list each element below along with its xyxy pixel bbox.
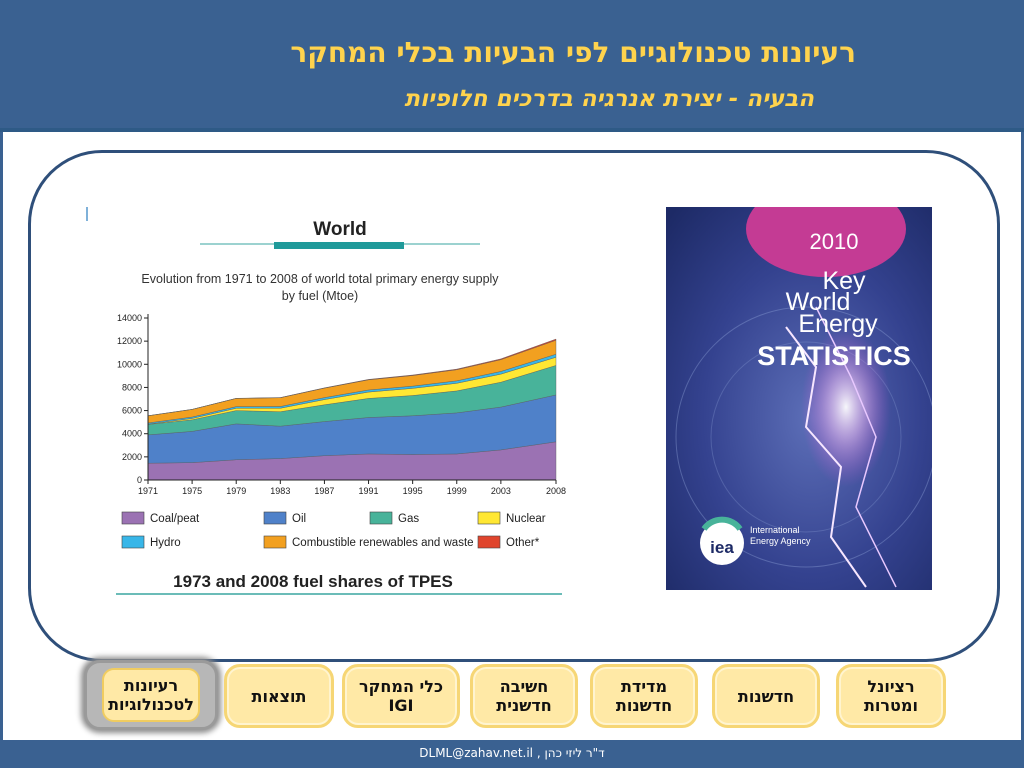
iea-logo: iea — [710, 538, 734, 557]
page-subtitle: הבעיה - יצירת אנרגיה בדרכים חלופיות — [404, 86, 814, 112]
energy-chart: World Evolution from 1971 to 2008 of wor… — [100, 206, 580, 606]
y-tick-label: 12000 — [117, 336, 142, 346]
footer-bar — [0, 740, 1024, 768]
legend-label: Hydro — [150, 537, 181, 549]
header-bar — [0, 0, 1024, 128]
nav-button-innovative-thinking[interactable]: חשיבה חדשנית — [470, 664, 578, 728]
legend-swatch — [121, 511, 145, 525]
light-streak-2 — [815, 306, 897, 588]
chart-footer-caption: 1973 and 2008 fuel shares of TPES — [173, 572, 453, 591]
nav-label-line1: רעיונות — [123, 676, 179, 695]
nav-button-innovation[interactable]: חדשנות — [712, 664, 820, 728]
globe-outline — [675, 306, 932, 568]
legend-label: Oil — [292, 513, 306, 525]
y-tick-label: 6000 — [122, 406, 142, 416]
nav-label-line1: חדשנות — [737, 686, 795, 706]
chart-title: Evolution from 1971 to 2008 of world tot… — [141, 272, 499, 286]
heading-accent-bar — [274, 242, 404, 249]
legend-label: Gas — [398, 513, 419, 525]
nav-label-line2: ומטרות — [864, 696, 918, 715]
x-tick-label: 1991 — [359, 486, 379, 496]
right-border — [1021, 132, 1024, 744]
legend-swatch — [263, 511, 287, 525]
nav-label-line2: IGI — [388, 696, 414, 715]
y-tick-label: 2000 — [122, 452, 142, 462]
footer-credit: ד"ר ליזי כהן , DLML@zahav.net.il — [419, 746, 605, 760]
book-title-line4: STATISTICS — [757, 341, 911, 371]
nav-button-results[interactable]: תוצאות — [224, 664, 334, 728]
nav-label-line1: חשיבה — [499, 677, 549, 696]
x-tick-label: 1983 — [270, 486, 290, 496]
left-border — [0, 132, 3, 744]
x-tick-label: 1995 — [403, 486, 423, 496]
x-tick-label: 2003 — [491, 486, 511, 496]
area-series-6 — [147, 338, 557, 417]
book-year: 2010 — [810, 229, 859, 254]
nav-label-line1: רציונל — [867, 677, 915, 696]
nav-label-line2: לטכנולוגיות — [108, 695, 194, 714]
y-tick-label: 4000 — [122, 429, 142, 439]
chart-svg: World Evolution from 1971 to 2008 of wor… — [116, 219, 566, 595]
x-tick-label: 2008 — [546, 486, 566, 496]
light-streak — [785, 326, 867, 588]
y-tick-label: 14000 — [117, 313, 142, 323]
nav-button-innovation-measurement[interactable]: מדידת חדשנות — [590, 664, 698, 728]
nav-button-rationale-goals[interactable]: רציונל ומטרות — [836, 664, 946, 728]
page-title: רעיונות טכנולוגיים לפי הבעיות בכלי המחקר — [290, 36, 856, 69]
agency-name-line2: Energy Agency — [750, 536, 811, 546]
iea-logo-arc — [701, 516, 743, 531]
nav-label-line1: תוצאות — [251, 686, 307, 706]
y-tick-label: 10000 — [117, 359, 142, 369]
legend-label: Combustible renewables and waste — [292, 537, 474, 549]
book-title-line2: World — [786, 288, 851, 316]
legend-swatch — [121, 535, 145, 549]
header-divider — [0, 128, 1024, 132]
nav-label-line2: חדשנית — [496, 696, 552, 715]
legend-swatch — [477, 511, 501, 525]
chart-legend: Coal/peat Oil Gas Nuclear Hydro Combustible r… — [121, 511, 546, 549]
year-blob — [746, 207, 906, 277]
legend-swatch — [263, 535, 287, 549]
x-tick-label: 1999 — [447, 486, 467, 496]
x-tick-label: 1971 — [138, 486, 158, 496]
x-tick-label: 1975 — [182, 486, 202, 496]
book-cover-svg: 2010 Key World Energy STATISTICS iea Int… — [666, 207, 932, 590]
chart-heading: World — [313, 219, 366, 240]
book-title-line3: Energy — [798, 310, 878, 338]
nav-button-research-tools[interactable]: כלי המחקר IGI — [342, 664, 460, 728]
y-tick-label: 0 — [137, 475, 142, 485]
cursor-mark — [86, 207, 88, 221]
nav-label-line1: מדידת — [620, 677, 668, 696]
legend-swatch — [369, 511, 393, 525]
chart-title-line2: by fuel (Mtoe) — [282, 289, 358, 303]
plot-axes: 0 2000 4000 6000 8000 10000 12000 14000 1971 1975… — [117, 313, 566, 496]
globe-inner-ring — [710, 341, 902, 533]
x-tick-label: 1979 — [226, 486, 246, 496]
agency-name-line1: International — [750, 525, 800, 535]
book-cover-image: 2010 Key World Energy STATISTICS iea Int… — [666, 207, 932, 590]
book-title-line1: Key — [822, 267, 866, 295]
iea-logo-circle — [700, 521, 744, 565]
x-tick-label: 1987 — [314, 486, 334, 496]
legend-label: Other* — [506, 537, 540, 549]
y-tick-label: 8000 — [122, 382, 142, 392]
bottom-navigation: רעיונות לטכנולוגיות תוצאות כלי המחקר IGI… — [84, 660, 954, 730]
legend-swatch — [477, 535, 501, 549]
plot-areas — [147, 338, 557, 481]
nav-label-line1: כלי המחקר — [359, 677, 443, 696]
legend-label: Coal/peat — [150, 513, 200, 525]
nav-button-tech-ideas[interactable]: רעיונות לטכנולוגיות — [84, 660, 218, 730]
nav-label-line2: חדשנות — [615, 696, 673, 715]
legend-label: Nuclear — [506, 513, 546, 525]
